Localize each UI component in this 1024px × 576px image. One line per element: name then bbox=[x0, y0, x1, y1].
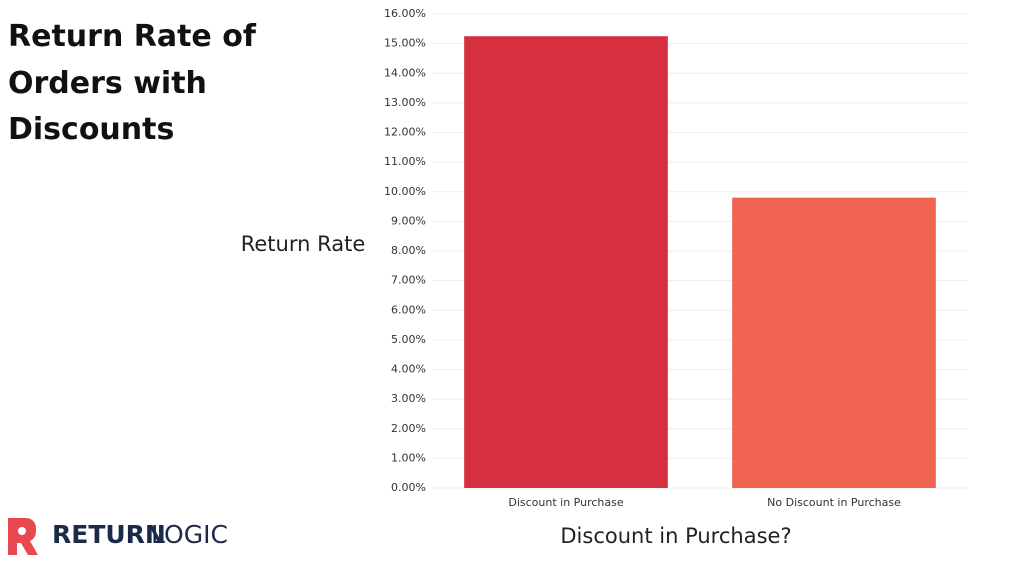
y-tick-label: 13.00% bbox=[384, 96, 426, 109]
y-tick-label: 11.00% bbox=[384, 155, 426, 168]
x-tick-label: No Discount in Purchase bbox=[767, 496, 901, 509]
bar bbox=[732, 197, 936, 489]
y-tick-label: 15.00% bbox=[384, 37, 426, 50]
bar bbox=[464, 36, 668, 488]
y-tick-label: 10.00% bbox=[384, 185, 426, 198]
y-axis-title: Return Rate bbox=[241, 232, 366, 256]
y-tick-label: 5.00% bbox=[391, 333, 426, 346]
logo-text: RETURN bbox=[52, 520, 166, 549]
y-tick-label: 9.00% bbox=[391, 214, 426, 227]
logo-icon bbox=[8, 518, 38, 555]
logo-text: LOGIC bbox=[151, 520, 228, 549]
y-tick-label: 16.00% bbox=[384, 7, 426, 20]
y-tick-label: 8.00% bbox=[391, 244, 426, 257]
y-tick-label: 4.00% bbox=[391, 363, 426, 376]
y-tick-label: 14.00% bbox=[384, 66, 426, 79]
chart-title: Return Rate of Orders with Discounts bbox=[8, 19, 256, 147]
y-tick-label: 0.00% bbox=[391, 481, 426, 494]
y-tick-label: 1.00% bbox=[391, 451, 426, 464]
y-tick-label: 7.00% bbox=[391, 274, 426, 287]
y-tick-label: 3.00% bbox=[391, 392, 426, 405]
y-tick-label: 6.00% bbox=[391, 303, 426, 316]
x-tick-label: Discount in Purchase bbox=[508, 496, 623, 509]
logo: RETURN LOGIC bbox=[8, 518, 228, 555]
y-tick-label: 12.00% bbox=[384, 126, 426, 139]
y-tick-label: 2.00% bbox=[391, 422, 426, 435]
x-axis-title: Discount in Purchase? bbox=[560, 524, 791, 548]
logo-icon-dot bbox=[18, 527, 26, 535]
